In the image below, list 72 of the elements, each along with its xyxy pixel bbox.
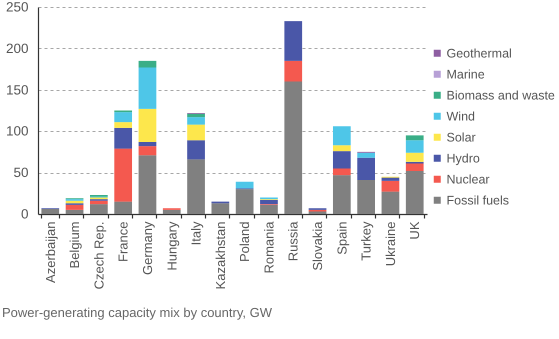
x-tick-label: Poland <box>237 222 252 262</box>
x-tick-label: Azerbaijan <box>42 222 58 283</box>
bar <box>162 210 181 214</box>
x-tick-label: Romania <box>261 220 276 274</box>
y-tick-label: 50 <box>13 165 28 180</box>
legend-label: Hydro <box>446 151 480 166</box>
legend-label: Biomass and waste <box>446 88 555 102</box>
bar <box>357 180 376 214</box>
x-tick-label: Spain <box>334 222 350 255</box>
bar <box>90 204 108 214</box>
x-tick-label: Germany <box>140 221 155 275</box>
y-tick-label: 250 <box>6 0 28 14</box>
bar <box>332 126 351 146</box>
x-tick-label: France <box>116 222 131 262</box>
bar <box>284 21 302 61</box>
legend-label: Geothermal <box>446 46 512 60</box>
bar <box>66 210 84 214</box>
legend-label: Fossil fuels <box>446 193 510 208</box>
legend-label: Wind <box>446 109 476 124</box>
bar <box>138 146 156 156</box>
bar <box>332 175 351 214</box>
legend-label: Solar <box>446 130 476 144</box>
bar <box>138 108 156 142</box>
bar <box>236 189 254 214</box>
bar <box>114 112 132 122</box>
bar <box>66 204 84 210</box>
bar <box>211 203 230 214</box>
bar <box>382 180 400 192</box>
bar <box>332 168 351 176</box>
bar <box>114 122 132 128</box>
bar <box>284 60 302 82</box>
x-tick-label: Slovakia <box>310 220 326 271</box>
y-tick-label: 100 <box>6 124 28 139</box>
x-tick-label: Italy <box>188 221 204 246</box>
x-tick-label: Belgium <box>67 222 82 268</box>
x-tick-label: Kazakhstan <box>212 222 228 290</box>
x-tick-label: Turkey <box>358 221 374 261</box>
bar <box>138 67 156 109</box>
bar <box>382 178 400 181</box>
bar <box>406 140 424 153</box>
x-tick-label: Czech Rep. <box>91 222 106 290</box>
bar <box>114 202 132 214</box>
x-tick-label: Hungary <box>164 221 180 271</box>
legend-label: Nuclear <box>446 172 490 186</box>
bar <box>382 192 400 214</box>
y-tick-label: 0 <box>20 206 28 222</box>
text: Power-generating capacity mix by country, GW <box>2 304 272 321</box>
bar <box>332 145 351 152</box>
bar <box>187 140 205 160</box>
x-tick-label: Russia <box>286 220 301 262</box>
bar <box>406 135 424 140</box>
bar <box>138 142 156 146</box>
bar <box>187 114 205 118</box>
y-tick-label: 150 <box>6 82 28 98</box>
bar <box>114 128 132 149</box>
bar <box>114 148 132 202</box>
bar <box>332 151 351 168</box>
bar <box>236 182 254 188</box>
bar <box>260 204 278 214</box>
bar <box>406 152 424 162</box>
bar <box>406 163 424 171</box>
legend-label: Marine <box>446 67 485 82</box>
bar <box>41 209 60 214</box>
bar <box>260 200 278 204</box>
bar <box>357 152 376 158</box>
x-tick-label: UK <box>407 221 422 240</box>
bar <box>357 158 376 180</box>
x-tick-label: Ukraine <box>382 222 398 266</box>
bar <box>187 117 205 125</box>
bar <box>138 60 156 68</box>
bar <box>187 124 205 140</box>
y-tick-label: 200 <box>6 40 28 56</box>
